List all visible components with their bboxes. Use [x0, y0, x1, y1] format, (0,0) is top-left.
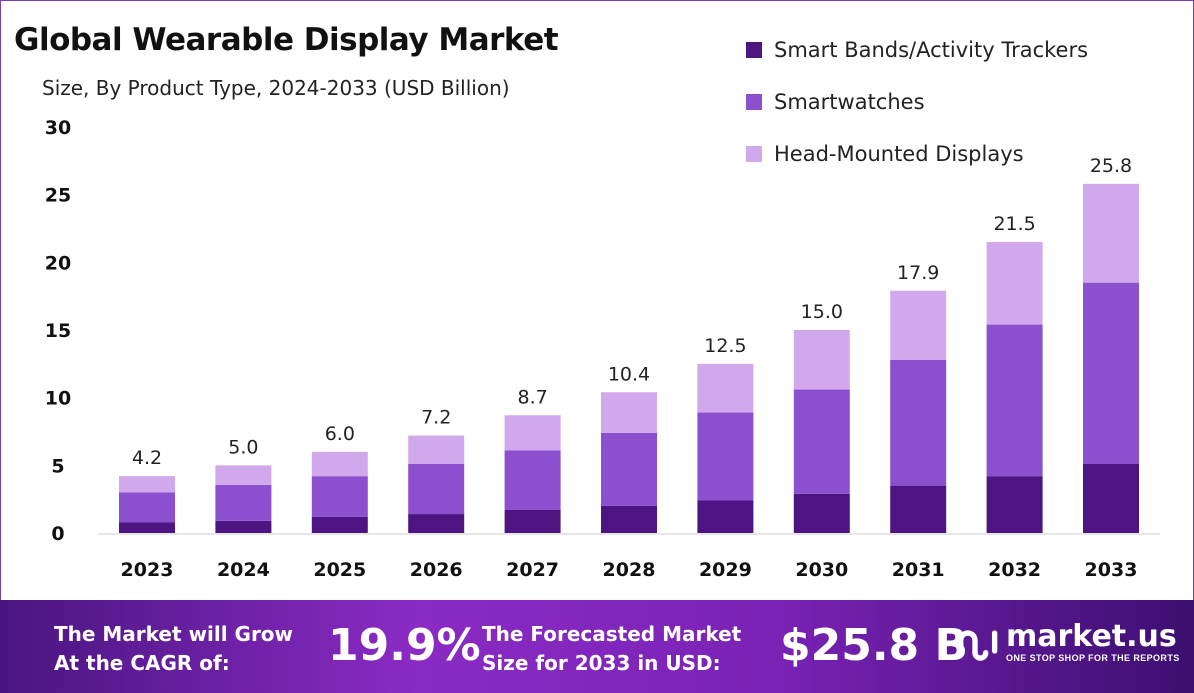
- bar-segment: [119, 522, 175, 533]
- legend-item-smartwatches: Smartwatches: [746, 76, 1088, 128]
- legend-swatch: [746, 42, 762, 58]
- bar-segment: [697, 500, 754, 533]
- data-label: 4.2: [132, 447, 162, 469]
- x-tick-label: 2031: [892, 559, 945, 581]
- x-tick-label: 2025: [313, 559, 366, 581]
- x-tick-label: 2023: [121, 559, 174, 581]
- bar-segment: [601, 432, 657, 506]
- bar-segment: [793, 389, 850, 494]
- market-us-logo: market.us ONE STOP SHOP FOR THE REPORTS: [950, 620, 1180, 664]
- x-tick-label: 2024: [217, 559, 270, 581]
- data-label: 17.9: [897, 262, 939, 284]
- bar-segment: [311, 516, 368, 533]
- cagr-label-line2: At the CAGR of:: [54, 651, 230, 675]
- forecast-label-line1: The Forecasted Market: [482, 622, 742, 646]
- bar-segment: [890, 485, 947, 533]
- bar-segment: [697, 412, 754, 501]
- y-tick-label: 15: [45, 320, 71, 342]
- y-tick-label: 30: [45, 117, 71, 139]
- data-label: 5.0: [228, 436, 258, 458]
- bar-segment: [890, 290, 947, 360]
- data-label: 8.7: [517, 386, 547, 408]
- bar-segment: [408, 514, 465, 533]
- bar-segment: [504, 415, 561, 451]
- bar-segment: [504, 450, 561, 510]
- bar-segment: [215, 465, 272, 485]
- y-tick-label: 0: [51, 523, 64, 545]
- x-tick-label: 2028: [603, 559, 656, 581]
- data-label: 25.8: [1090, 155, 1132, 177]
- data-label: 10.4: [608, 363, 650, 385]
- bar-segment: [793, 330, 850, 390]
- bar-segment: [119, 492, 175, 523]
- forecast-label: The Forecasted Market Size for 2033 in U…: [482, 620, 741, 678]
- bar-segment: [119, 476, 175, 493]
- bar-segment: [601, 505, 657, 533]
- legend-label: Smartwatches: [774, 90, 925, 114]
- footer-banner: The Market will Grow At the CAGR of: 19.…: [0, 600, 1194, 693]
- bar-segment: [215, 484, 272, 521]
- cagr-label-line1: The Market will Grow: [54, 622, 294, 646]
- bar-segment: [1083, 183, 1139, 283]
- bar-segment: [986, 476, 1043, 533]
- y-tick-label: 5: [51, 455, 64, 477]
- x-tick-label: 2033: [1085, 559, 1138, 581]
- x-tick-label: 2030: [795, 559, 848, 581]
- legend-label: Head-Mounted Displays: [774, 142, 1024, 166]
- x-tick-label: 2029: [699, 559, 752, 581]
- data-label: 21.5: [993, 213, 1035, 235]
- legend-swatch: [746, 94, 762, 110]
- legend-item-smart-bands: Smart Bands/Activity Trackers: [746, 24, 1088, 76]
- bar-segment: [215, 520, 272, 533]
- bar-segment: [890, 359, 947, 486]
- legend: Smart Bands/Activity Trackers Smartwatch…: [746, 24, 1088, 180]
- logo-icon: [951, 630, 998, 661]
- x-tick-label: 2032: [988, 559, 1041, 581]
- stacked-bar-chart: 0510152025304.220235.020246.020257.22026…: [45, 117, 1160, 581]
- legend-swatch: [746, 146, 762, 162]
- y-tick-label: 25: [45, 185, 71, 207]
- data-label: 15.0: [801, 301, 843, 323]
- bar-segment: [601, 392, 657, 433]
- bar-segment: [793, 493, 850, 533]
- chart-title: Global Wearable Display Market: [14, 22, 559, 58]
- bar-segment: [311, 451, 368, 477]
- legend-label: Smart Bands/Activity Trackers: [774, 38, 1089, 62]
- chart-subtitle: Size, By Product Type, 2024-2033 (USD Bi…: [42, 76, 510, 100]
- data-label: 12.5: [704, 335, 746, 357]
- cagr-label: The Market will Grow At the CAGR of:: [54, 620, 293, 678]
- x-tick-label: 2026: [410, 559, 463, 581]
- bar-segment: [504, 509, 561, 533]
- bar-segment: [986, 324, 1043, 477]
- bar-segment: [408, 435, 465, 464]
- bar-segment: [697, 363, 754, 413]
- forecast-label-line2: Size for 2033 in USD:: [482, 651, 721, 675]
- logo-tagline: ONE STOP SHOP FOR THE REPORTS: [1006, 652, 1180, 663]
- bar-segment: [1083, 463, 1139, 533]
- bar-segment: [408, 463, 465, 515]
- data-label: 6.0: [325, 423, 355, 445]
- bar-segment: [986, 242, 1043, 325]
- y-tick-label: 10: [45, 388, 71, 410]
- legend-item-hmd: Head-Mounted Displays: [746, 128, 1088, 180]
- bar-segment: [311, 476, 368, 517]
- logo-name: market.us: [1006, 618, 1177, 654]
- cagr-value: 19.9%: [328, 620, 481, 671]
- data-label: 7.2: [421, 407, 451, 429]
- y-tick-label: 20: [45, 252, 71, 274]
- x-tick-label: 2027: [506, 559, 559, 581]
- bar-segment: [1083, 282, 1139, 464]
- forecast-value: $25.8 B: [780, 620, 969, 671]
